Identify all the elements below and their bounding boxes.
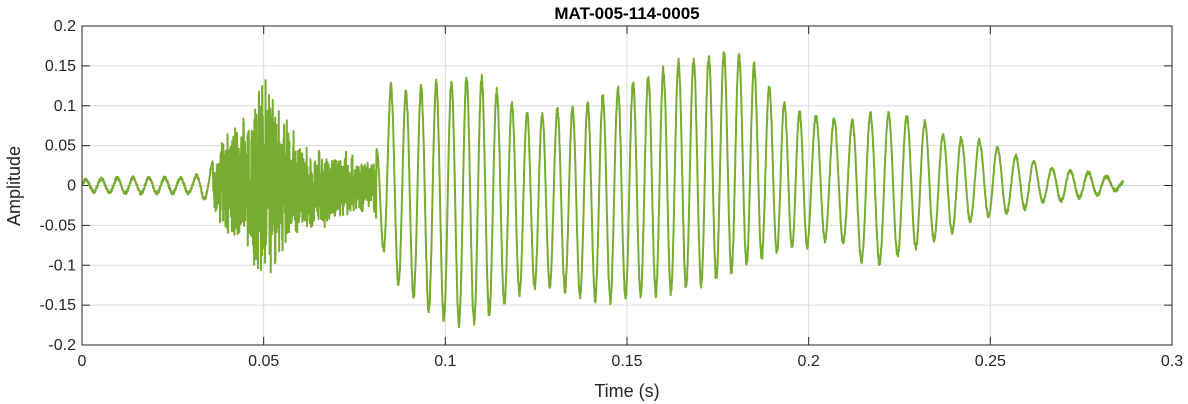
- y-tick-label: -0.05: [40, 217, 77, 234]
- y-tick-label: 0.05: [45, 138, 76, 155]
- y-axis-label: Amplitude: [4, 146, 24, 226]
- x-axis-label: Time (s): [594, 381, 659, 401]
- y-tick-label: 0.15: [45, 58, 76, 75]
- x-tick-label: 0.2: [798, 353, 820, 370]
- y-tick-label: -0.15: [40, 297, 77, 314]
- x-tick-label: 0.15: [611, 353, 642, 370]
- y-tick-label: 0: [67, 178, 76, 195]
- plot-frame: [81, 25, 1173, 346]
- x-tick-label: 0.05: [248, 353, 279, 370]
- y-axis-ticks: -0.2 -0.15 -0.1 -0.05 0 0.05 0.1 0.15 0.2: [40, 18, 1172, 354]
- x-tick-label: 0.25: [975, 353, 1006, 370]
- y-tick-label: -0.2: [48, 337, 76, 354]
- y-tick-label: -0.1: [48, 257, 76, 274]
- x-tick-label: 0.3: [1161, 353, 1183, 370]
- y-tick-label: 0.2: [54, 18, 76, 35]
- waveform-line: [82, 51, 1124, 329]
- series-group: [82, 51, 1124, 329]
- x-tick-label: 0.1: [434, 353, 456, 370]
- x-tick-label: 0: [78, 353, 87, 370]
- y-tick-label: 0.1: [54, 98, 76, 115]
- chart-title: MAT-005-114-0005: [554, 4, 699, 23]
- x-axis-ticks: 0 0.05 0.1 0.15 0.2 0.25 0.3: [78, 26, 1183, 370]
